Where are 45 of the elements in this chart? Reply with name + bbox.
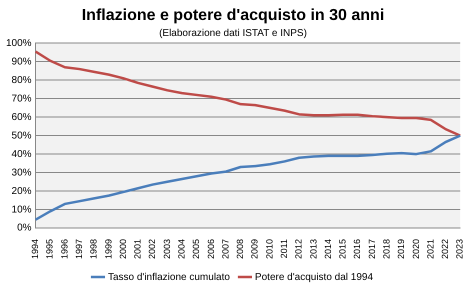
y-tick-label: 80% — [12, 74, 32, 86]
y-tick-label: 50% — [12, 130, 32, 142]
y-tick-label: 70% — [12, 93, 32, 104]
x-tick-label: 2001 — [132, 238, 143, 260]
y-tick-label: 40% — [12, 148, 32, 160]
chart-title: Inflazione e potere d'acquisto in 30 anni — [82, 7, 384, 24]
x-tick-label: 2005 — [191, 238, 202, 260]
legend-label: Tasso d'inflazione cumulato — [108, 272, 230, 283]
x-tick-label: 2016 — [352, 238, 362, 260]
y-tick-label: 60% — [12, 112, 32, 123]
x-tick-label: 2023 — [454, 238, 465, 260]
x-tick-label: 2014 — [322, 238, 333, 260]
y-tick-label: 20% — [12, 186, 32, 197]
legend-label: Potere d'acquisto dal 1994 — [254, 272, 374, 283]
x-tick-label: 1996 — [59, 238, 70, 260]
x-tick-label: 1999 — [103, 238, 114, 260]
y-tick-label: 10% — [12, 204, 32, 216]
x-tick-label: 1997 — [74, 238, 84, 260]
y-tick-label: 90% — [12, 56, 32, 68]
x-tick-label: 2015 — [338, 238, 348, 260]
x-tick-label: 1995 — [44, 238, 55, 260]
y-tick-label: 30% — [12, 167, 32, 178]
x-tick-label: 2007 — [220, 238, 230, 260]
y-tick-label: 0% — [17, 222, 32, 234]
x-tick-label: 2002 — [147, 238, 158, 260]
x-tick-label: 2009 — [250, 238, 260, 260]
x-tick-label: 2020 — [410, 238, 421, 260]
x-tick-label: 2021 — [425, 238, 436, 260]
x-tick-label: 2006 — [206, 238, 216, 260]
x-tick-label: 2018 — [381, 238, 392, 260]
x-tick-label: 2010 — [264, 238, 274, 260]
x-tick-label: 2008 — [235, 238, 246, 260]
chart-subtitle: (Elaborazione dati ISTAT e INPS) — [159, 28, 307, 39]
x-tick-label: 2019 — [396, 238, 406, 260]
x-tick-label: 2013 — [308, 238, 318, 260]
x-tick-label: 1994 — [30, 238, 40, 260]
x-tick-label: 2022 — [440, 238, 450, 260]
y-tick-label: 100% — [6, 38, 32, 49]
x-tick-label: 2000 — [118, 238, 128, 260]
x-tick-label: 2011 — [278, 238, 289, 258]
x-tick-label: 2017 — [366, 238, 377, 260]
x-tick-label: 2012 — [294, 238, 304, 260]
x-tick-label: 1998 — [88, 238, 99, 260]
x-tick-label: 2003 — [162, 238, 172, 260]
x-tick-label: 2004 — [176, 238, 186, 260]
